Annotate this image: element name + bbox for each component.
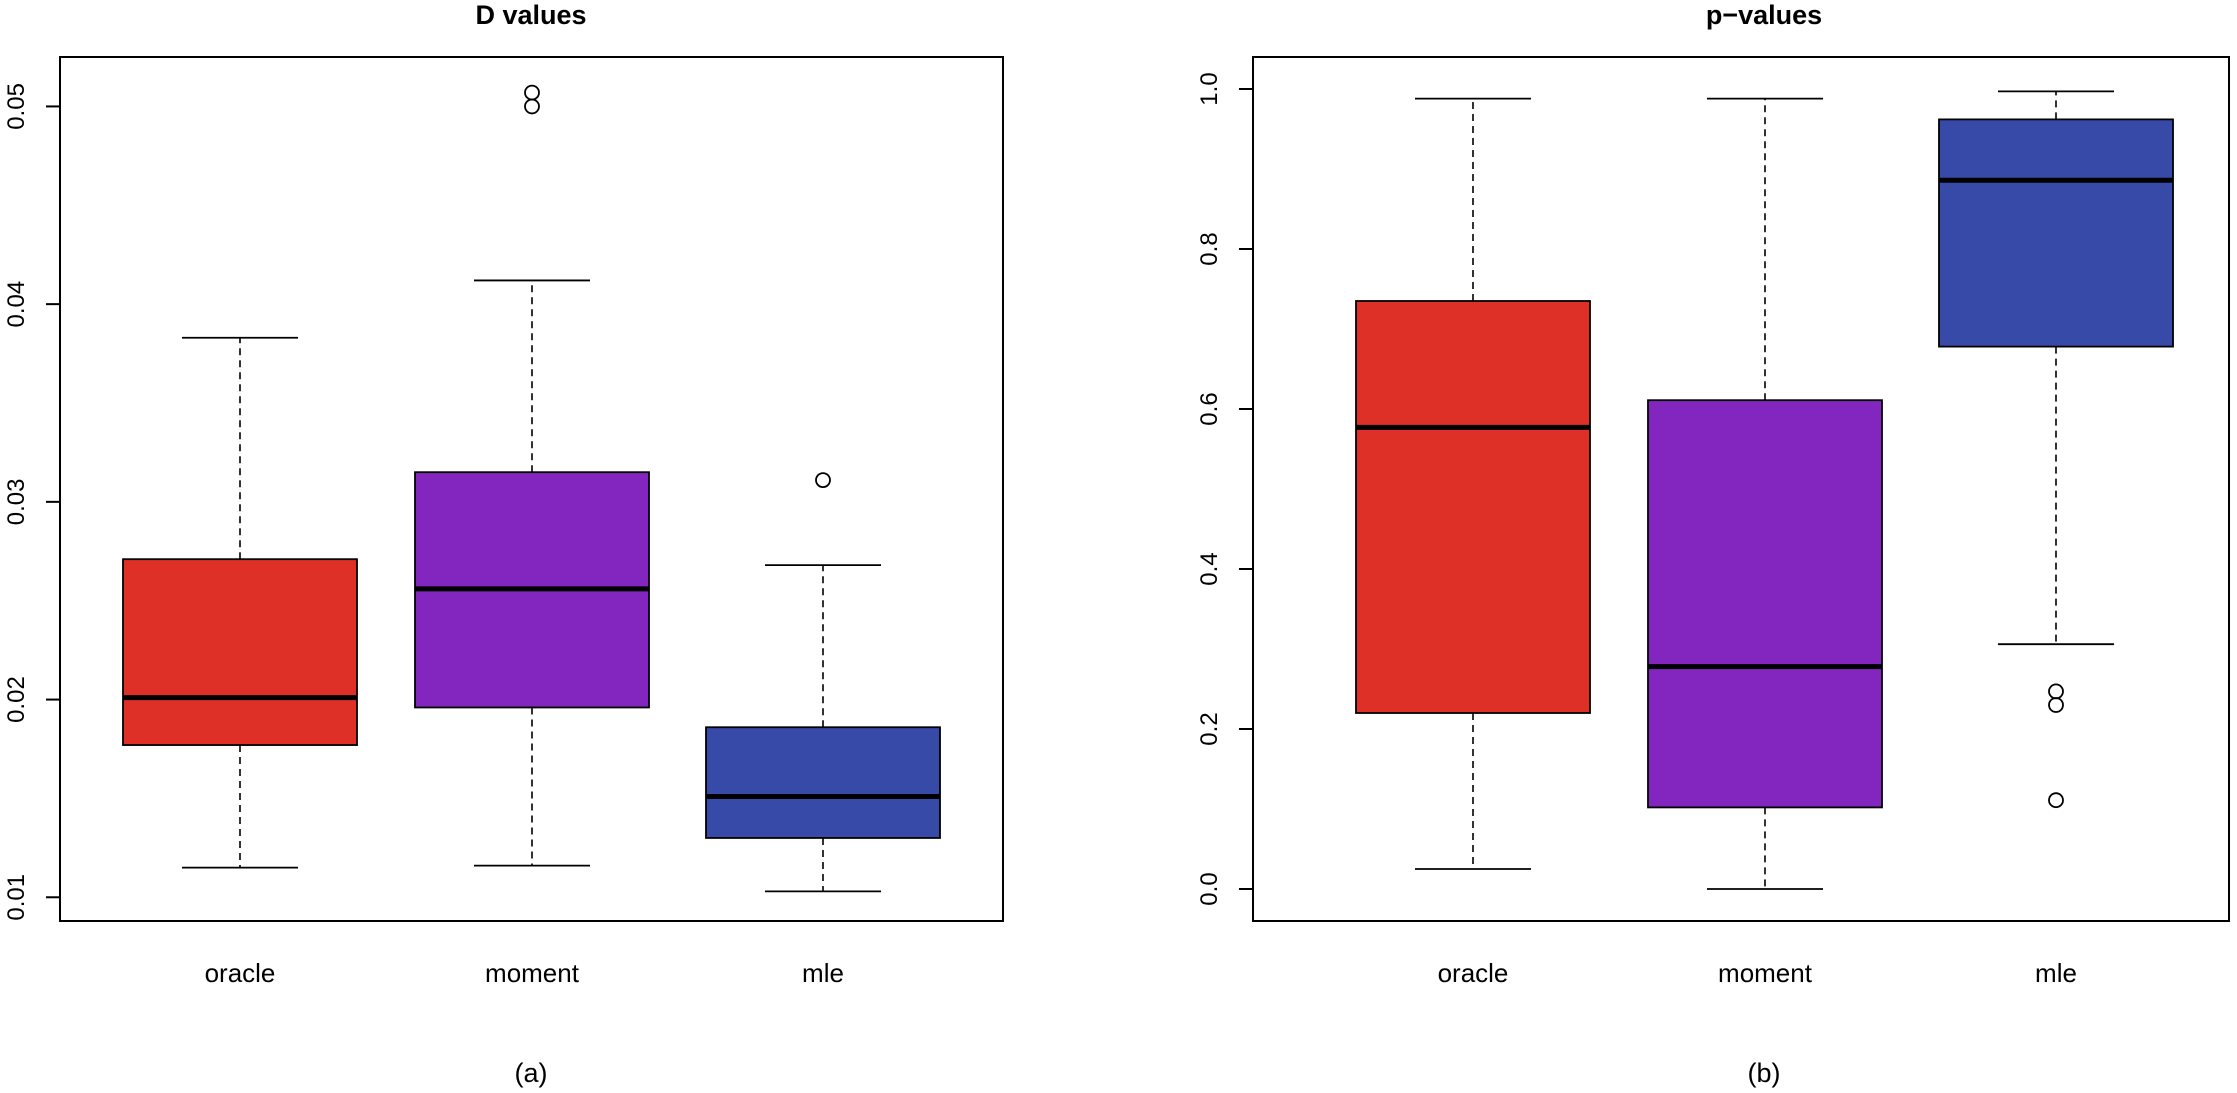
y-axis: 0.01 0.02 0.03 0.04 0.05	[3, 83, 60, 921]
y-tick-label: 0.6	[1196, 392, 1223, 425]
y-tick-label: 0.8	[1196, 232, 1223, 265]
box-mle: mle	[705, 472, 941, 988]
panel-b: p−values 0.0 0.2 0.4 0.6 0.8 1.0 oracle moment ml…	[1196, 0, 2230, 1088]
iqr-box	[705, 726, 941, 839]
x-category-label: oracle	[1438, 958, 1509, 988]
x-category-label: moment	[1718, 958, 1813, 988]
y-axis: 0.0 0.2 0.4 0.6 0.8 1.0	[1196, 72, 1253, 906]
x-category-label: moment	[485, 958, 580, 988]
outlier-point	[524, 84, 540, 101]
y-tick-label: 0.05	[3, 83, 30, 130]
panel-title: D values	[475, 0, 586, 30]
iqr-box	[1938, 118, 2174, 348]
box-oracle: oracle	[1355, 97, 1591, 988]
x-category-label: oracle	[205, 958, 276, 988]
y-tick-label: 0.0	[1196, 872, 1223, 905]
panel-caption: (b)	[1748, 1058, 1781, 1088]
panel-a: D values 0.01 0.02 0.03 0.04 0.05 oracle moment…	[3, 0, 1004, 1088]
iqr-box	[1647, 399, 1883, 809]
y-tick-label: 0.2	[1196, 712, 1223, 745]
panel-caption: (a)	[515, 1058, 548, 1088]
outlier-point	[2048, 683, 2064, 700]
y-tick-label: 0.4	[1196, 552, 1223, 585]
box-oracle: oracle	[122, 336, 358, 988]
y-tick-label: 1.0	[1196, 72, 1223, 105]
y-tick-label: 0.04	[3, 281, 30, 328]
box-mle: mle	[1938, 90, 2174, 988]
outlier-point	[815, 472, 831, 489]
plot-frame	[59, 56, 1004, 922]
x-category-label: mle	[802, 958, 844, 988]
plot-frame	[1252, 56, 2230, 922]
outlier-point	[524, 98, 540, 115]
y-tick-label: 0.03	[3, 478, 30, 525]
panel-title: p−values	[1706, 0, 1822, 30]
x-category-label: mle	[2035, 958, 2077, 988]
outlier-point	[2048, 697, 2064, 713]
box-moment: moment	[1647, 97, 1883, 988]
box-moment: moment	[414, 84, 650, 988]
outlier-point	[2048, 792, 2064, 809]
y-tick-label: 0.01	[3, 874, 30, 921]
y-tick-label: 0.02	[3, 676, 30, 723]
iqr-box	[122, 558, 358, 746]
iqr-box	[1355, 300, 1591, 714]
